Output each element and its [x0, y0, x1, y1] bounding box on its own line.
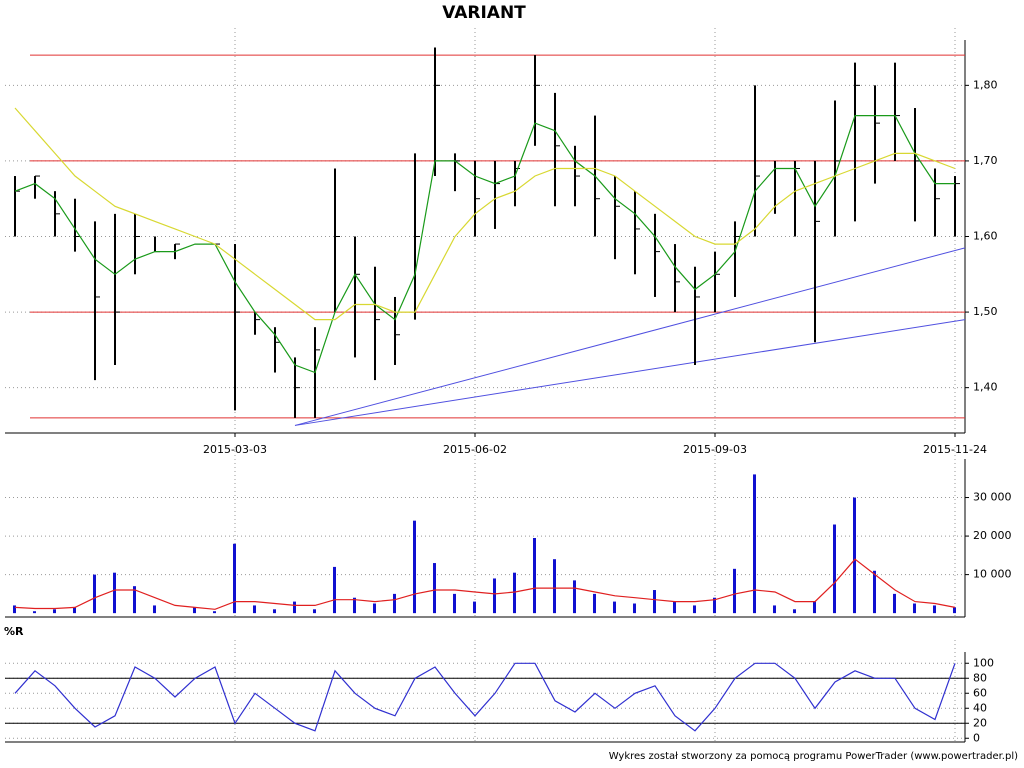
volume-bar — [253, 605, 256, 614]
volume-bar — [933, 605, 936, 614]
volume-bar — [753, 474, 756, 614]
volume-bar — [373, 603, 376, 614]
volume-bar — [953, 607, 956, 614]
chart-title: VARIANT — [442, 3, 526, 23]
volume-bar — [673, 601, 676, 614]
moving-average — [14, 107, 956, 321]
volume-bar — [273, 609, 276, 614]
trend-line — [294, 247, 966, 426]
volume-bar — [233, 543, 236, 614]
x-tick-label: 2015-09-03 — [683, 443, 747, 456]
x-tick-label: 2015-03-03 — [203, 443, 267, 456]
volume-bar — [553, 559, 556, 614]
y-tick-label: 1,50 — [973, 305, 998, 318]
y-tick-label: 100 — [973, 656, 994, 669]
y-tick-label: 10 000 — [973, 568, 1012, 581]
volume-bar — [293, 601, 296, 614]
volume-bar — [33, 611, 36, 614]
volume-bar — [613, 601, 616, 614]
volume-bar — [893, 593, 896, 614]
volume-average — [14, 558, 956, 610]
volume-bar — [353, 597, 356, 614]
x-tick-label: 2015-06-02 — [443, 443, 507, 456]
y-tick-label: 80 — [973, 671, 987, 684]
volume-bar — [633, 603, 636, 614]
volume-bar — [653, 590, 656, 614]
y-tick-label: 20 — [973, 716, 987, 729]
trend-line — [294, 319, 966, 426]
volume-bar — [53, 609, 56, 614]
moving-average — [14, 114, 955, 374]
volume-bar — [813, 601, 816, 614]
y-tick-label: 1,40 — [973, 381, 998, 394]
volume-bar — [593, 593, 596, 614]
volume-bar — [433, 563, 436, 614]
volume-bar — [533, 538, 536, 614]
volume-bar — [313, 609, 316, 614]
volume-bar — [453, 593, 456, 614]
y-tick-label: 30 000 — [973, 491, 1012, 504]
y-tick-label: 1,80 — [973, 78, 998, 91]
volume-bar — [413, 520, 416, 614]
volume-bar — [573, 580, 576, 614]
volume-bar — [133, 586, 136, 614]
volume-bar — [913, 603, 916, 614]
volume-bar — [153, 605, 156, 614]
y-tick-label: 40 — [973, 701, 987, 714]
volume-bar — [13, 605, 16, 614]
volume-bar — [93, 574, 96, 614]
y-tick-label: 1,60 — [973, 230, 998, 243]
volume-bar — [193, 607, 196, 614]
volume-bar — [73, 607, 76, 614]
volume-bar — [693, 605, 696, 614]
volume-bar — [733, 568, 736, 614]
y-tick-label: 20 000 — [973, 529, 1012, 542]
volume-bar — [333, 566, 336, 614]
volume-bar — [213, 611, 216, 614]
volume-bar — [473, 601, 476, 614]
williams-r-line — [14, 662, 956, 732]
y-tick-label: 0 — [973, 731, 980, 744]
panel-label: %R — [4, 625, 24, 638]
volume-bar — [113, 572, 116, 614]
volume-bar — [873, 570, 876, 614]
y-tick-label: 1,70 — [973, 154, 998, 167]
footer: Wykres został stworzony za pomocą progra… — [609, 751, 1018, 762]
volume-bar — [493, 578, 496, 614]
volume-bar — [713, 597, 716, 614]
volume-bar — [773, 605, 776, 614]
volume-bar — [793, 609, 796, 614]
y-tick-label: 60 — [973, 686, 987, 699]
volume-bar — [513, 572, 516, 614]
x-tick-label: 2015-11-24 — [923, 443, 987, 456]
volume-bar — [853, 497, 856, 614]
volume-bar — [833, 524, 836, 614]
volume-bar — [393, 593, 396, 614]
